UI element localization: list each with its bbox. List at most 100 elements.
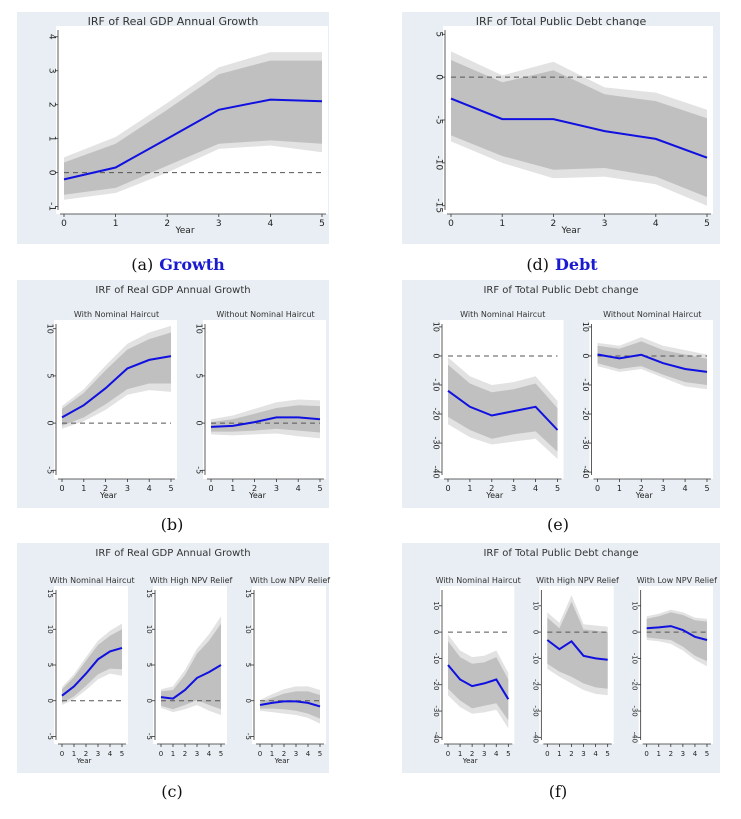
x-tick-label: 4 — [533, 484, 538, 493]
confidence-band-inner — [451, 60, 707, 198]
subplot-1: -1 0 1 2 3 4 0 1 2 3 4 5 Year — [47, 26, 328, 236]
y-tick-label: -30 — [531, 705, 539, 716]
irf-line — [160, 664, 222, 700]
y-tick-label: 3 — [47, 68, 57, 74]
y-tick-label: -40 — [432, 466, 441, 479]
x-tick-label: 2 — [183, 750, 187, 758]
chart-title: IRF of Real GDP Annual Growth — [88, 15, 259, 28]
y-tick-label: 10 — [46, 324, 55, 334]
y-tick-label: 2 — [47, 102, 57, 108]
confidence-band-inner — [260, 691, 320, 719]
y-tick-label: -40 — [531, 732, 539, 743]
figure-caption: (f) — [549, 782, 567, 801]
x-axis-title: Year — [485, 491, 504, 500]
confidence-band-inner — [448, 364, 558, 452]
y-tick-label: -20 — [432, 679, 440, 690]
y-tick-label: -10 — [432, 653, 440, 664]
y-tick-label: 0 — [631, 630, 639, 634]
y-tick-label: 0 — [46, 421, 55, 426]
y-tick-label: 10 — [432, 601, 440, 610]
x-tick-label: 3 — [274, 484, 279, 493]
x-tick-label: 3 — [294, 750, 298, 758]
x-tick-label: 4 — [108, 750, 113, 758]
irf-line — [597, 353, 708, 373]
subplot-title: With High NPV Relief — [536, 576, 619, 585]
y-tick-label: -10 — [531, 653, 539, 664]
y-tick-label: 10 — [432, 322, 441, 332]
x-tick-label: 1 — [656, 750, 660, 758]
y-tick-label: -40 — [581, 466, 590, 479]
y-tick-label: -5 — [434, 116, 444, 125]
y-tick-label: 15 — [46, 589, 54, 598]
subplot-title: With Nominal Haircut — [49, 576, 134, 585]
x-tick-label: 1 — [557, 750, 561, 758]
y-tick-label: -30 — [432, 437, 441, 450]
y-tick-label: 0 — [46, 698, 54, 702]
confidence-band-inner — [448, 641, 509, 721]
x-tick-label: 0 — [208, 484, 213, 493]
y-tick-label: 10 — [531, 601, 539, 610]
confidence-band-inner — [161, 623, 221, 710]
irf-line — [447, 664, 510, 700]
y-tick-label: -40 — [432, 732, 440, 743]
irf-line — [450, 97, 708, 159]
irf-line — [646, 625, 708, 641]
x-tick-label: 2 — [569, 750, 573, 758]
x-tick-label: 3 — [511, 484, 516, 493]
x-tick-label: 1 — [113, 219, 119, 229]
x-tick-label: 0 — [61, 219, 67, 229]
y-tick-label: 0 — [432, 353, 441, 358]
y-tick-label: 0 — [434, 74, 444, 80]
y-tick-label: 5 — [244, 663, 252, 667]
x-tick-label: 2 — [551, 219, 557, 229]
x-tick-label: 1 — [230, 484, 235, 493]
x-axis-title: Year — [462, 757, 478, 765]
y-tick-label: 0 — [244, 698, 252, 702]
caption-label: (e) — [547, 515, 569, 534]
x-tick-label: 5 — [319, 219, 325, 229]
x-tick-label: 4 — [593, 750, 598, 758]
x-tick-label: 0 — [644, 750, 648, 758]
x-tick-label: 5 — [318, 750, 322, 758]
x-tick-label: 2 — [252, 484, 257, 493]
x-tick-label: 1 — [81, 484, 86, 493]
y-tick-label: 0 — [145, 698, 153, 702]
x-tick-label: 0 — [159, 750, 163, 758]
plot-area — [638, 586, 713, 744]
y-tick-label: 10 — [581, 322, 590, 332]
x-tick-label: 5 — [317, 484, 322, 493]
y-tick-label: 5 — [195, 373, 204, 378]
y-tick-label: -5 — [195, 466, 204, 474]
caption-label: (c) — [161, 782, 182, 801]
irf-line — [447, 389, 559, 431]
x-tick-label: 1 — [171, 750, 175, 758]
chart-title: IRF of Real GDP Annual Growth — [95, 285, 250, 296]
subplot-title: With Nominal Haircut — [460, 310, 545, 319]
x-tick-label: 1 — [499, 219, 505, 229]
x-tick-label: 5 — [168, 484, 173, 493]
y-tick-label: -30 — [432, 705, 440, 716]
x-tick-label: 3 — [96, 750, 100, 758]
figure-caption: (e) — [547, 515, 569, 534]
figure-caption: (b) — [161, 515, 184, 534]
x-tick-label: 2 — [164, 219, 170, 229]
y-tick-label: -10 — [434, 156, 444, 171]
x-tick-label: 3 — [482, 750, 486, 758]
chart-panel-d: IRF of Total Public Debt change 5 0 -5 -10 -1… — [402, 12, 720, 244]
y-tick-label: 0 — [47, 170, 57, 176]
x-tick-label: 4 — [653, 219, 659, 229]
y-tick-label: 5 — [145, 663, 153, 667]
x-tick-label: 0 — [59, 484, 64, 493]
y-tick-label: -5 — [46, 466, 55, 474]
x-axis-title: Year — [76, 757, 92, 765]
caption-label: (d) — [526, 255, 549, 274]
x-tick-label: 3 — [195, 750, 199, 758]
y-tick-label: 4 — [47, 34, 57, 40]
y-tick-label: 10 — [195, 324, 204, 334]
y-tick-label: -30 — [631, 705, 639, 716]
x-axis-title: Year — [274, 757, 290, 765]
